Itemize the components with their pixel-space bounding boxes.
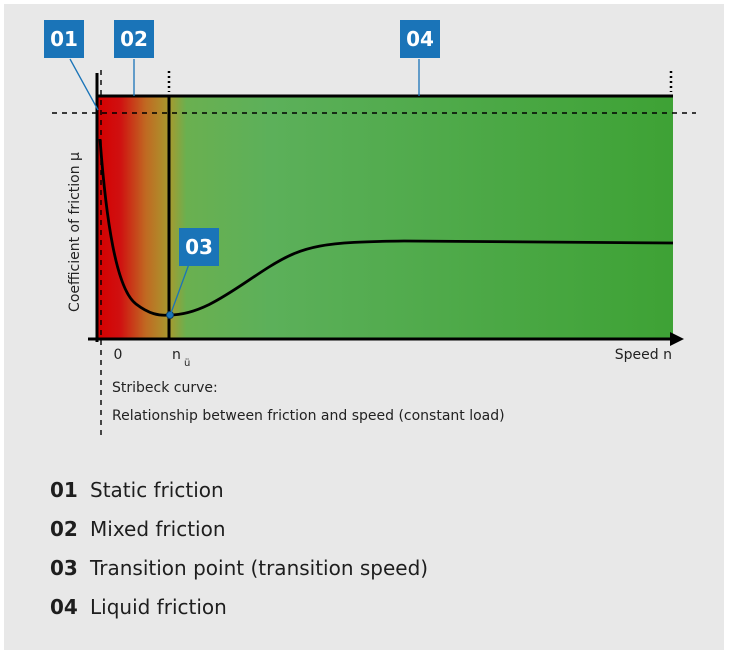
legend-number: 01	[50, 478, 78, 502]
x-tick-transition-subscript: ü	[184, 358, 190, 369]
legend-number: 04	[50, 595, 78, 619]
caption-description: Relationship between friction and speed …	[112, 408, 505, 424]
legend-label: Liquid friction	[90, 595, 227, 619]
figure-panel: 01 02 04 03 Coefficient of friction μ 0 …	[4, 4, 724, 650]
caption-title: Stribeck curve:	[112, 380, 218, 396]
legend-label: Static friction	[90, 478, 224, 502]
callout-01-leader	[69, 58, 99, 111]
legend-item-mixed-friction: 02 Mixed friction	[50, 515, 428, 554]
svg-text:01: 01	[50, 27, 78, 51]
x-axis-arrow	[670, 332, 684, 346]
callout-badge-04: 04	[400, 20, 440, 58]
legend-number: 03	[50, 556, 78, 580]
transition-point-marker	[166, 311, 174, 319]
legend-label: Transition point (transition speed)	[90, 556, 429, 580]
callout-badge-02: 02	[114, 20, 154, 58]
legend-number: 02	[50, 517, 78, 541]
legend-item-transition-point: 03 Transition point (transition speed)	[50, 554, 428, 593]
legend-label: Mixed friction	[90, 517, 226, 541]
x-tick-zero: 0	[114, 347, 123, 363]
callout-badge-01: 01	[44, 20, 84, 58]
svg-text:03: 03	[185, 235, 213, 259]
legend-item-static-friction: 01 Static friction	[50, 476, 428, 515]
x-axis-label: Speed n	[615, 347, 672, 363]
svg-text:04: 04	[406, 27, 434, 51]
y-axis-label: Coefficient of friction μ	[67, 152, 83, 312]
friction-zones-area	[97, 96, 673, 339]
legend-item-liquid-friction: 04 Liquid friction	[50, 593, 428, 632]
stribeck-diagram: 01 02 04 03 Coefficient of friction μ 0 …	[44, 20, 696, 440]
legend: 01 Static friction 02 Mixed friction 03 Tra…	[50, 476, 428, 632]
stribeck-curve	[98, 138, 674, 317]
x-tick-transition: n	[172, 347, 181, 363]
callout-03-leader	[170, 263, 190, 314]
svg-text:02: 02	[120, 27, 148, 51]
callout-badge-03: 03	[179, 228, 219, 266]
